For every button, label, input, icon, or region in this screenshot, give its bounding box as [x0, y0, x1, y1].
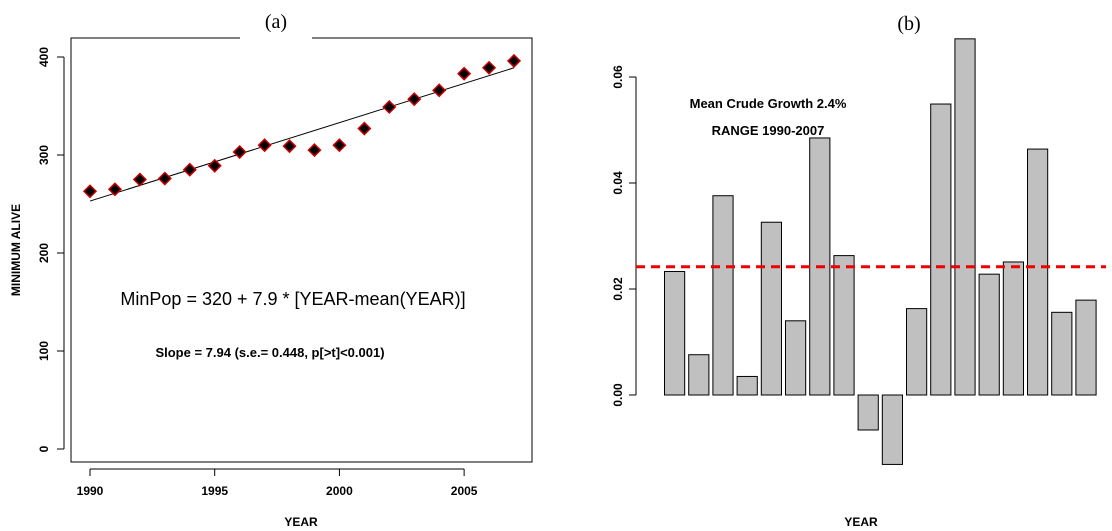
x-tick-label-a: 1995 [201, 484, 228, 498]
data-point [157, 171, 172, 186]
y-tick-label-b: 0.02 [611, 277, 625, 301]
y-tick-label-b: 0.06 [611, 65, 625, 89]
bar [760, 221, 782, 396]
y-tick-label-a: 100 [37, 341, 51, 361]
y-tick-label-b: 0.04 [611, 171, 625, 195]
data-points-a [82, 53, 522, 199]
data-point [207, 158, 222, 173]
plot-frame-a [70, 37, 533, 463]
regression-line [89, 67, 515, 202]
panel-label-a: (a) [265, 11, 287, 33]
data-point [282, 139, 297, 154]
data-point [506, 53, 522, 68]
annotation-line2: RANGE 1990-2007 [712, 123, 825, 138]
y-axis-a: 0 100 200 300 400 [37, 47, 65, 452]
y-tick-label-a: 200 [37, 243, 51, 263]
data-point [481, 60, 497, 75]
data-point [232, 144, 247, 160]
x-tick-label-a: 2005 [451, 484, 478, 498]
y-tick-label-a: 0 [37, 445, 51, 452]
bar [664, 271, 686, 396]
annotation-line1: Mean Crude Growth 2.4% [690, 96, 847, 111]
x-tick-label-a: 1990 [77, 484, 104, 498]
data-point [307, 143, 322, 158]
y-axis-label-a: MINIMUM ALIVE [9, 204, 23, 296]
data-point [457, 66, 472, 81]
x-axis-label-b: YEAR [844, 515, 878, 529]
data-point [132, 172, 147, 187]
bar [881, 394, 903, 465]
x-tick-label-a: 2000 [326, 484, 353, 498]
bar [930, 103, 952, 396]
bar [688, 354, 710, 396]
panel-label-b: (b) [897, 13, 920, 35]
x-axis-label-a: YEAR [284, 515, 318, 529]
data-point [407, 92, 422, 107]
data-point [357, 121, 372, 136]
y-tick-label-a: 400 [37, 47, 51, 67]
bar [1027, 148, 1049, 396]
y-tick-label-a: 300 [37, 145, 51, 165]
title-a-mask [240, 33, 312, 43]
bar [1002, 261, 1024, 396]
data-point [382, 99, 397, 115]
bar [1051, 311, 1073, 396]
data-point [257, 138, 272, 153]
bars-b [664, 38, 1097, 465]
bar [736, 375, 758, 396]
bar [954, 38, 976, 396]
bar [857, 394, 879, 431]
y-axis-b: 0.00 0.02 0.04 0.06 [611, 65, 637, 407]
data-point [432, 83, 447, 98]
equation-text: MinPop = 320 + 7.9 * [YEAR-mean(YEAR)] [120, 289, 465, 309]
bar [1075, 299, 1097, 396]
bar [906, 308, 928, 396]
bar [712, 195, 734, 396]
data-point [107, 182, 123, 197]
y-tick-label-b: 0.00 [611, 383, 625, 407]
bar [833, 255, 855, 396]
data-point [182, 162, 197, 177]
slope-text: Slope = 7.94 (s.e.= 0.448, p[>t]<0.001) [155, 345, 384, 360]
panel-b: (b) 0.00 0.02 0.04 0.06 Mean Crude Growth 2… [611, 13, 1106, 529]
x-axis-a: 1990 1995 2000 2005 [77, 468, 478, 498]
data-point [82, 184, 98, 199]
bar [978, 273, 1000, 396]
data-point [332, 138, 347, 153]
bar [785, 320, 807, 396]
